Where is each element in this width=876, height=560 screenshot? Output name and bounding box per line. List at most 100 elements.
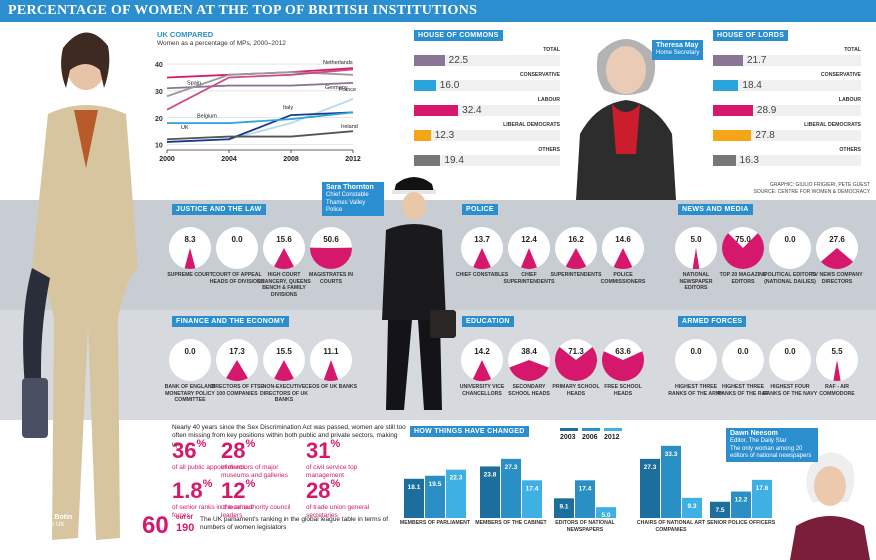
pie-category: HIGH COURT CHANCERY, QUEENS BENCH & FAMI…: [257, 272, 311, 298]
pie-value: 71.3: [568, 347, 584, 356]
news-section-label: NEWS AND MEDIA: [678, 204, 753, 215]
series-label-spain: Spain: [187, 80, 201, 86]
bar-value: 19.5: [429, 481, 442, 488]
hbar-value: 16.3: [739, 155, 759, 166]
hbar-value: 27.8: [755, 130, 775, 141]
x-tick-label: 2012: [345, 156, 361, 163]
hbar-track: [414, 105, 560, 116]
y-tick-label: 20: [155, 116, 163, 123]
caption-thornton-name: Sara Thornton: [326, 184, 374, 191]
pie-category: RAF - AIR COMMODORE: [819, 384, 855, 397]
hbar-track: [414, 155, 560, 166]
pie-slice: [565, 248, 587, 269]
bar-value: 5.0: [601, 512, 610, 519]
stat-text: of senior ranks in the armed forces: [172, 504, 253, 519]
hbar-value: 19.4: [444, 155, 464, 166]
person-neesom-photo: [790, 452, 870, 560]
pie-chart: 71.3: [555, 339, 597, 381]
hbar-category: OTHERS: [839, 147, 861, 153]
credit-graphic: GRAPHIC: GIULIO FRIGIERI, PETE GUEST: [769, 182, 870, 188]
pie-slice: [274, 360, 294, 381]
stat-number: 1.8: [172, 478, 203, 503]
uk-compared-panel: UK COMPARED Women as a percentage of MPs…: [153, 30, 363, 170]
changes-legend: 2003 2006 2012: [560, 428, 660, 450]
pie-background: [769, 227, 811, 269]
series-label-belgium: Belgium: [197, 114, 217, 120]
series-line-spain: [166, 71, 354, 98]
series-label-italy: Italy: [283, 105, 293, 111]
pie-chart: 75.0: [722, 227, 764, 269]
hbar-category: TOTAL: [844, 47, 861, 53]
pie-category: DIRECTORS OF FTSE 100 COMPANIES: [210, 384, 264, 397]
hbar-fill: [713, 80, 739, 91]
pie-value: 11.1: [323, 347, 339, 356]
pie-chart: 5.5: [816, 339, 858, 381]
hbar-category: CONSERVATIVE: [820, 72, 861, 78]
series-line-ireland: [166, 130, 354, 141]
stat-number: 31: [306, 438, 331, 463]
pie-value: 8.3: [184, 235, 196, 244]
uk-compared-subtitle: Women as a percentage of MPs, 2000–2012: [157, 40, 286, 47]
bar-category: MEMBERS OF PARLIAMENT: [399, 520, 471, 526]
pie-category: TOP 20 MAGAZINE EDITORS: [719, 272, 767, 285]
stat-value: 36%: [172, 438, 206, 464]
pie-value: 63.6: [615, 347, 631, 356]
pie-value: 5.5: [831, 347, 843, 356]
pie-chart: 27.6: [816, 227, 858, 269]
ranking-text: The UK parliament's ranking in the globa…: [200, 516, 389, 532]
series-line-italy: [166, 111, 354, 143]
stat-text: of directors of major museums and galler…: [221, 464, 288, 479]
bar-value: 27.3: [505, 464, 518, 471]
bar-2006: [501, 458, 521, 518]
intro-text: Nearly 40 years since the Sex Discrimina…: [172, 424, 406, 448]
pie-chart: 16.2: [555, 227, 597, 269]
pie-chart: 13.7: [461, 227, 503, 269]
hbar-track: [713, 130, 861, 141]
pie-category: BANK OF ENGLAND MONETARY POLICY COMMITTE…: [164, 384, 216, 403]
pie-slice: [692, 248, 700, 269]
hbar-fill: [713, 55, 743, 66]
pie-slice: [521, 248, 537, 269]
pie-chart: 0.0: [769, 227, 811, 269]
bar-2012: [522, 480, 542, 518]
person-thornton-photo: [382, 177, 456, 410]
stat-value: 28%: [221, 438, 255, 464]
pie-value: 17.3: [229, 347, 245, 356]
pie-slice: [555, 346, 597, 381]
hbar-value: 32.4: [462, 105, 482, 116]
pie-category: SUPERINTENDENTS: [550, 272, 602, 278]
y-tick-label: 40: [155, 62, 163, 69]
stat-unit: %: [245, 438, 256, 450]
stat-number: 36: [172, 438, 197, 463]
stat-value: 28%: [306, 478, 340, 504]
bar-category: EDITORS OF NATIONAL NEWSPAPERS: [555, 520, 615, 533]
legend-swatch: [560, 428, 578, 431]
bar-value: 22.3: [450, 475, 463, 482]
stat-text: of local authority council leaders: [221, 504, 291, 519]
hbar-fill: [414, 55, 445, 66]
bar-value: 23.8: [484, 471, 497, 478]
caption-neesom: Dawn Neesom Editor, The Daily Star The o…: [726, 428, 818, 462]
pie-category: NATIONAL NEWSPAPER EDITORS: [679, 272, 713, 291]
pie-value: 16.2: [568, 235, 584, 244]
stat-unit: %: [196, 438, 207, 450]
credit-source: SOURCE: CENTRE FOR WOMEN & DEMOCRACY: [753, 188, 870, 195]
pie-value: 50.6: [323, 235, 339, 244]
hbar-value: 28.9: [756, 105, 777, 116]
pie-value: 12.4: [521, 235, 537, 244]
hbar-value: 18.4: [742, 80, 762, 91]
hbar-value: 21.7: [746, 55, 767, 66]
pie-value: 14.2: [474, 347, 490, 356]
stat-text: of trade union general secretaries: [306, 504, 370, 519]
stat-unit: %: [330, 438, 341, 450]
commons-section-label: HOUSE OF COMMONS: [414, 30, 503, 41]
pie-category: SECONDARY SCHOOL HEADS: [508, 384, 550, 397]
pie-chart: 12.4: [508, 227, 550, 269]
y-tick-label: 10: [155, 143, 163, 150]
series-label-netherlands: Netherlands: [323, 60, 353, 66]
bar-2003: [404, 478, 424, 518]
bar-2012: [682, 497, 702, 518]
pie-category: FREE SCHOOL HEADS: [604, 384, 642, 397]
pie-category: PRIMARY SCHOOL HEADS: [552, 384, 600, 397]
stat-value: 1.8%: [172, 478, 212, 504]
